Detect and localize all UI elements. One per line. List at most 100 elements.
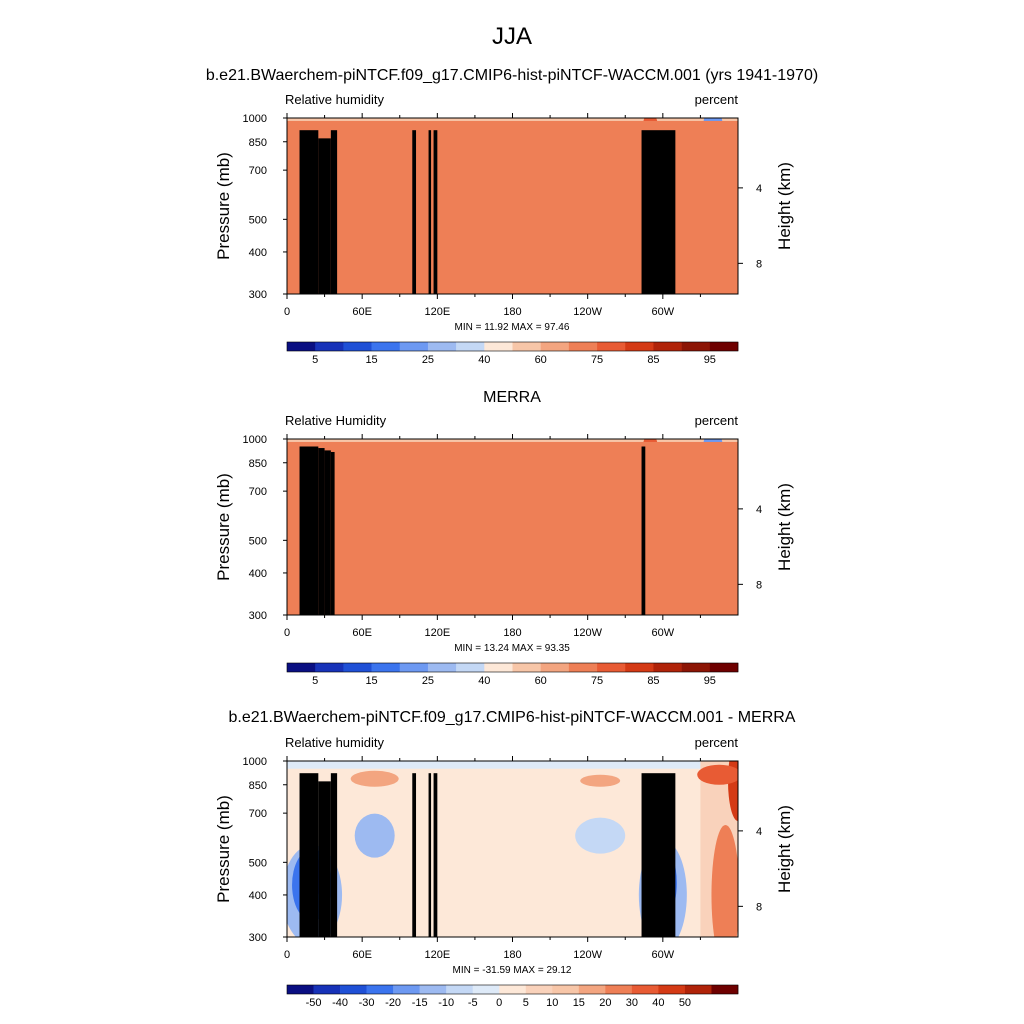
stats-text: MIN = -31.59 MAX = 29.12	[453, 965, 572, 976]
colorbar-label: 15	[365, 675, 377, 687]
colorbar-label: 60	[535, 354, 547, 366]
colorbar-swatch	[711, 985, 739, 994]
colorbar: 5 15 25 40 60 75 85 95	[286, 662, 739, 687]
x-tick-label: 180	[503, 627, 521, 639]
panel-title: b.e21.BWaerchem-piNTCF.f09_g17.CMIP6-his…	[206, 67, 818, 84]
topography-mask	[299, 773, 676, 937]
colorbar-swatch	[625, 342, 654, 351]
colorbar-swatch	[597, 342, 626, 351]
colorbar-swatch	[540, 663, 570, 672]
colorbar-swatch	[371, 663, 401, 672]
variable-label: Relative Humidity	[285, 413, 387, 428]
x-tick-label: 60E	[352, 306, 372, 318]
x-tick-label: 60E	[352, 949, 372, 961]
colorbar-swatch	[709, 663, 739, 672]
x-tick-label: 120E	[424, 949, 450, 961]
colorbar-label: 95	[704, 675, 716, 687]
colorbar-label: 25	[422, 675, 434, 687]
x-tick-label: 60E	[352, 627, 372, 639]
colorbar-swatch	[625, 663, 654, 672]
y-tick-label: 1000	[243, 434, 267, 446]
y-axis-label: Pressure (mb)	[214, 795, 233, 903]
colorbar-label: 5	[312, 675, 318, 687]
colorbar-label: -50	[306, 997, 322, 1009]
colorbar-swatch	[399, 342, 429, 351]
y-axis-label: Pressure (mb)	[214, 473, 233, 581]
x-tick-label: 120W	[573, 306, 602, 318]
colorbar-label: 75	[591, 675, 603, 687]
y-tick-label: 400	[249, 568, 267, 580]
panel-title: MERRA	[483, 389, 541, 406]
colorbar-swatch	[681, 342, 711, 351]
contour-field	[287, 118, 738, 294]
y-tick-label: 850	[249, 780, 267, 792]
colorbar-swatch	[427, 342, 457, 351]
colorbar-swatch	[605, 985, 633, 994]
x-tick-label: 180	[503, 306, 521, 318]
colorbar-label: 20	[599, 997, 611, 1009]
stats-text: MIN = 13.24 MAX = 93.35	[454, 643, 570, 654]
right-tick-label: 8	[756, 258, 762, 270]
colorbar-swatch	[484, 663, 513, 672]
colorbar-label: 5	[523, 997, 529, 1009]
contour-field	[287, 439, 738, 615]
colorbar-label: 5	[312, 354, 318, 366]
x-tick-label: 60W	[652, 627, 675, 639]
y-axis-right-label: Height (km)	[775, 483, 794, 571]
y-tick-label: 850	[249, 137, 267, 149]
colorbar-label: -40	[332, 997, 348, 1009]
y-tick-label: 300	[249, 610, 267, 622]
colorbar-swatch	[287, 663, 316, 672]
colorbar-label: 25	[422, 354, 434, 366]
y-tick-label: 700	[249, 808, 267, 820]
colorbar-swatch	[499, 985, 527, 994]
colorbar-swatch	[597, 663, 626, 672]
colorbar-swatch	[484, 342, 513, 351]
panel-1: b.e21.BWaerchem-piNTCF.f09_g17.CMIP6-his…	[206, 67, 818, 366]
colorbar-swatch	[552, 985, 580, 994]
colorbar-swatch	[540, 342, 570, 351]
colorbar-label: 95	[704, 354, 716, 366]
colorbar-swatch	[340, 985, 367, 994]
panel-3: b.e21.BWaerchem-piNTCF.f09_g17.CMIP6-his…	[214, 709, 796, 1009]
colorbar-label: 30	[626, 997, 638, 1009]
colorbar-swatch	[343, 663, 372, 672]
contour-field	[287, 761, 738, 937]
right-tick-label: 4	[756, 504, 762, 516]
colorbar-label: -15	[412, 997, 428, 1009]
y-tick-label: 400	[249, 247, 267, 259]
y-tick-label: 1000	[243, 113, 267, 125]
colorbar-label: 60	[535, 675, 547, 687]
y-tick-label: 500	[249, 214, 267, 226]
colorbar-swatch	[658, 985, 686, 994]
topography-mask	[299, 130, 676, 294]
colorbar-swatch	[631, 985, 659, 994]
colorbar-label: 40	[478, 354, 490, 366]
y-tick-label: 1000	[243, 756, 267, 768]
colorbar-label: 50	[679, 997, 691, 1009]
colorbar: 5 15 25 40 60 75 85 95	[286, 341, 739, 366]
colorbar-swatch	[709, 342, 739, 351]
y-tick-label: 400	[249, 890, 267, 902]
y-axis-label: Pressure (mb)	[214, 152, 233, 260]
right-tick-label: 4	[756, 826, 762, 838]
colorbar-label: 85	[647, 675, 659, 687]
x-tick-label: 120E	[424, 627, 450, 639]
panel-title: b.e21.BWaerchem-piNTCF.f09_g17.CMIP6-his…	[229, 709, 796, 726]
x-tick-label: 120W	[573, 949, 602, 961]
x-tick-label: 120W	[573, 627, 602, 639]
variable-label: Relative humidity	[285, 92, 384, 107]
y-axis-right-label: Height (km)	[775, 805, 794, 893]
colorbar-swatch	[684, 985, 712, 994]
colorbar-swatch	[512, 663, 541, 672]
y-axis-right-label: Height (km)	[775, 162, 794, 250]
y-tick-label: 500	[249, 535, 267, 547]
colorbar-label: -5	[468, 997, 478, 1009]
colorbar-swatch	[653, 342, 682, 351]
y-tick-label: 300	[249, 932, 267, 944]
y-tick-label: 500	[249, 857, 267, 869]
x-tick-label: 180	[503, 949, 521, 961]
right-tick-label: 4	[756, 183, 762, 195]
